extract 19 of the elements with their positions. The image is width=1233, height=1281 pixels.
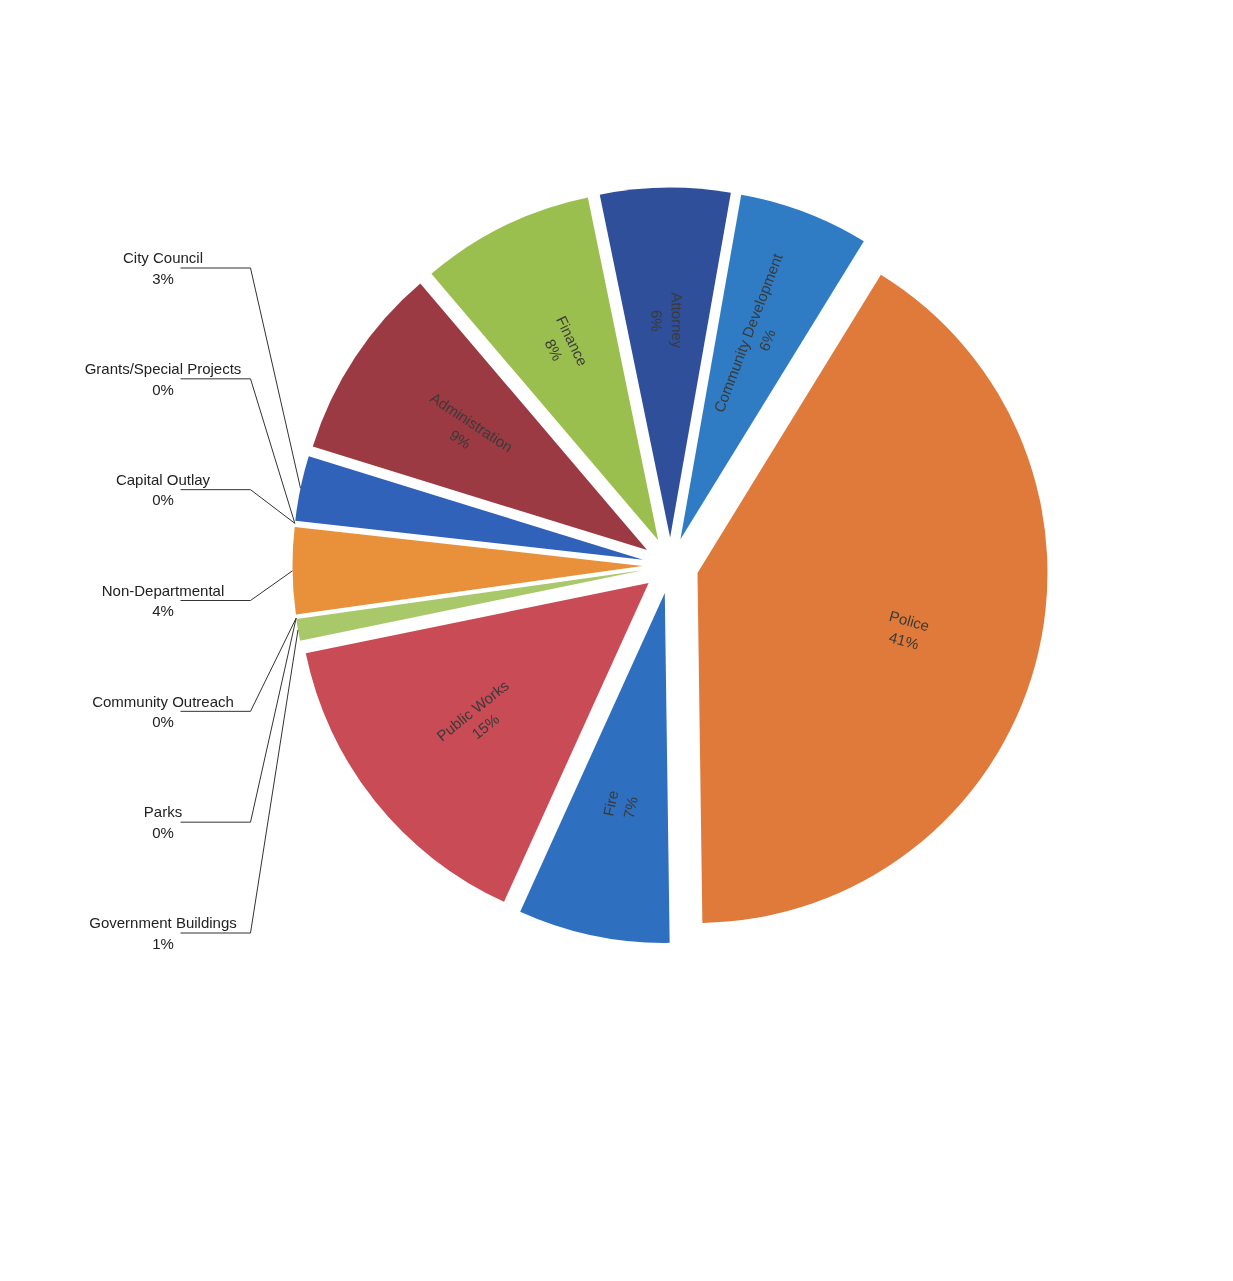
text: 0% [152, 380, 174, 398]
slice-label: City Council [122, 249, 204, 267]
category-label: Parks [143, 803, 183, 821]
data-label: 4% [152, 602, 174, 620]
text: 0% [152, 713, 174, 731]
slice-label: Attorney [668, 292, 687, 349]
slice-label: Fire [599, 788, 622, 818]
data-label: 1% [152, 934, 174, 952]
text: 0% [152, 491, 174, 509]
data-label: 6% [648, 309, 666, 332]
data-label: 7% [619, 795, 641, 820]
text: 0% [152, 823, 174, 841]
category-label: Community Outreach [92, 692, 234, 710]
category-label: Capital Outlay [115, 470, 211, 488]
slice-label: Non-Departmental [101, 581, 225, 599]
category-label: Grants/Special Projects [84, 360, 242, 378]
data-label: 41% [887, 628, 921, 653]
data-label: 3% [152, 269, 174, 287]
slice-label: Government Buildings [89, 914, 237, 932]
